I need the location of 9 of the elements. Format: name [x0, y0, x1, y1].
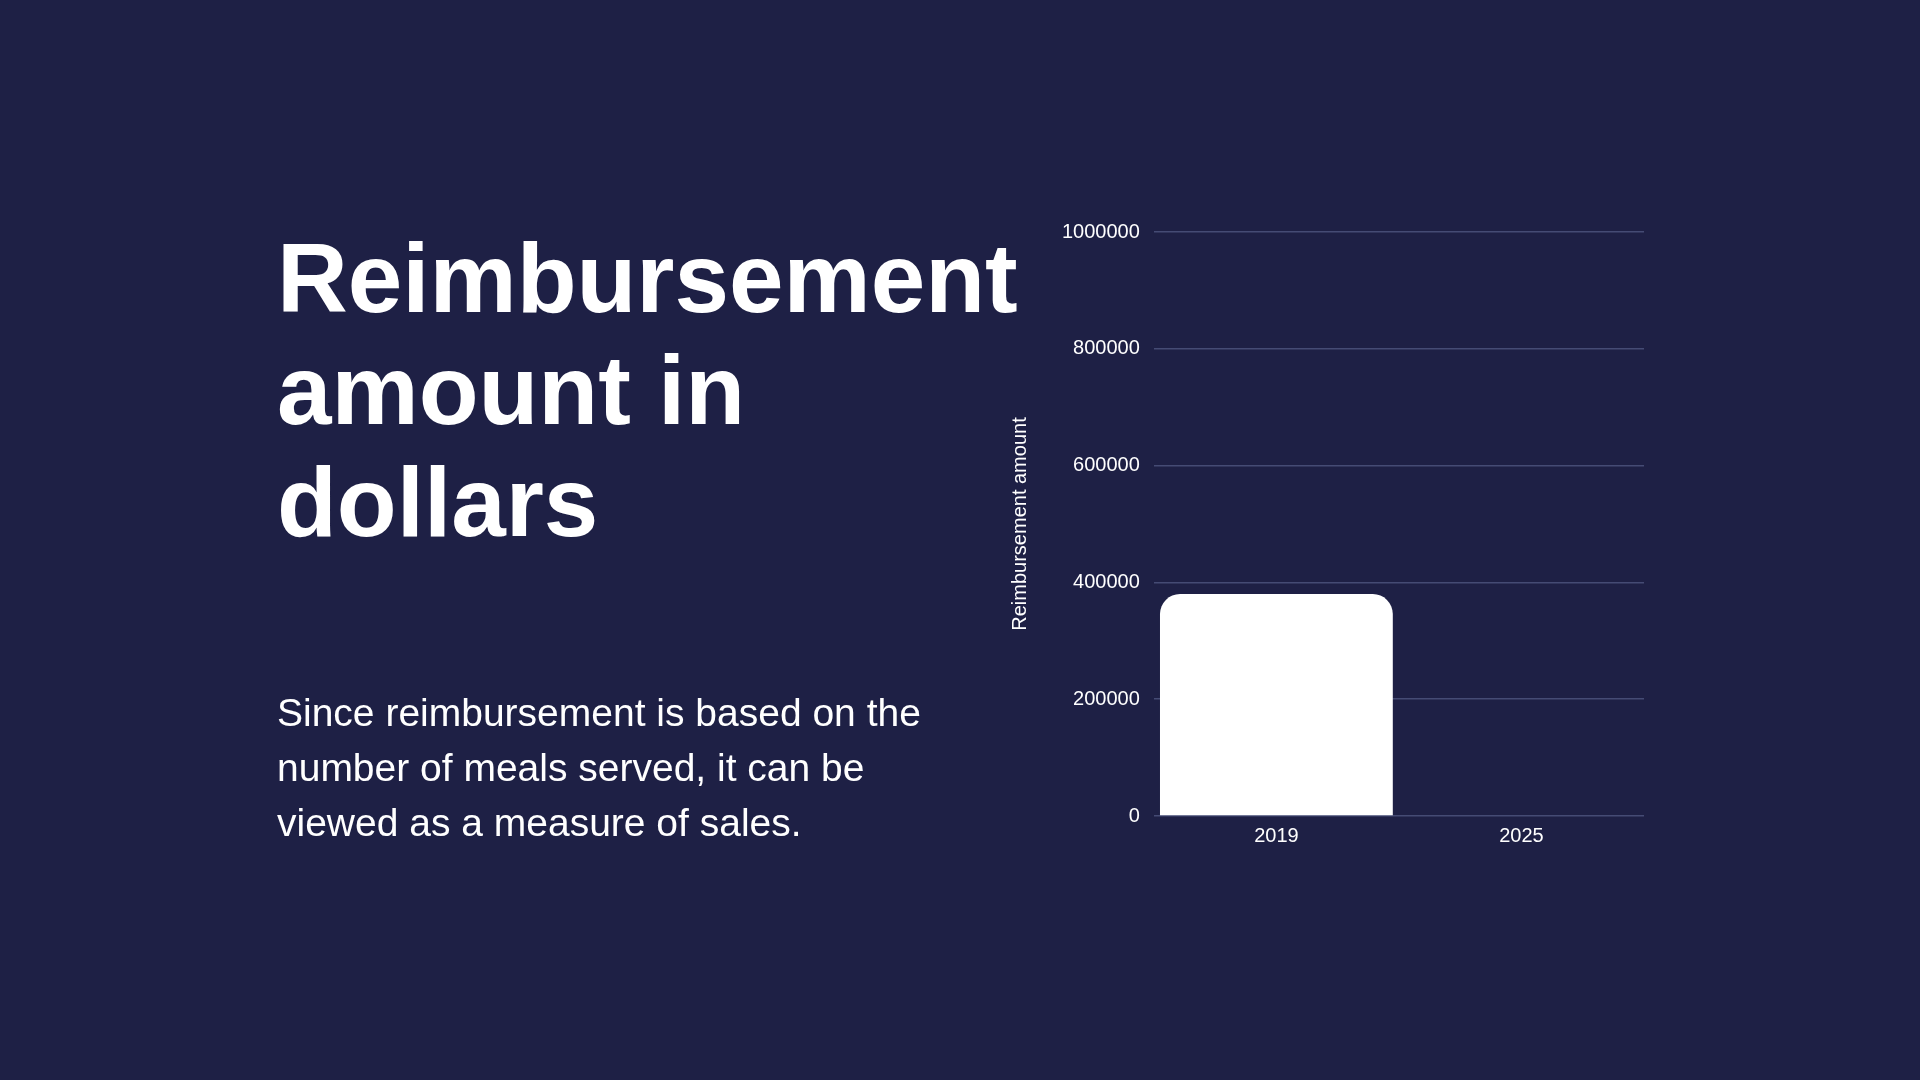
y-tick-label: 200000 [1073, 686, 1140, 709]
x-tick-label: 2019 [1254, 823, 1299, 846]
y-tick-label: 600000 [1073, 453, 1140, 476]
y-tick-label: 1000000 [1061, 219, 1140, 242]
x-tick-label: 2025 [1499, 823, 1544, 846]
text: Since reimbursement is based on the number of meals served, it can be viewed as a measure of sales. [277, 690, 922, 846]
y-tick-label: 400000 [1073, 569, 1140, 592]
y-tick-label: 0 [1128, 803, 1140, 826]
y-tick-label: 800000 [1073, 336, 1140, 359]
